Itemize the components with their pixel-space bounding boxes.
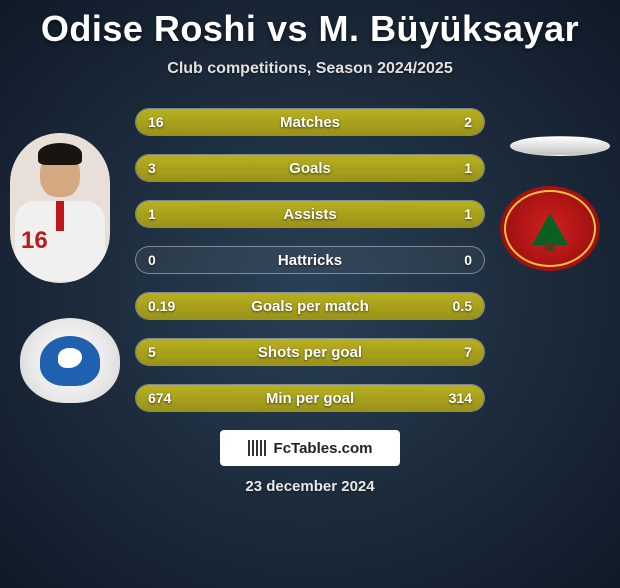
stat-value-right: 1	[464, 155, 472, 181]
date-line: 23 december 2024	[0, 478, 620, 495]
player-left-avatar: 16	[10, 133, 110, 283]
club-left-badge	[20, 318, 120, 403]
stat-value-right: 7	[464, 339, 472, 365]
stat-value-left: 16	[148, 109, 164, 135]
jersey-number: 16	[21, 227, 48, 255]
stat-row: Shots per goal5 7	[135, 338, 485, 366]
comparison-title: Odise Roshi vs M. Büyüksayar	[0, 8, 620, 50]
tree-icon	[532, 213, 568, 245]
stat-label: Min per goal	[136, 385, 484, 411]
stat-value-right: 1	[464, 201, 472, 227]
stat-row: Hattricks0 0	[135, 246, 485, 274]
stat-row: Matches16 2	[135, 108, 485, 136]
avatar-jersey: 16	[15, 201, 105, 281]
player-left-name: Odise Roshi	[41, 8, 257, 49]
stats-container: Matches162Goals31Assists11Hattricks00Goa…	[135, 108, 485, 412]
player-right-name: M. Büyüksayar	[319, 8, 580, 49]
stat-value-left: 674	[148, 385, 171, 411]
stat-value-left: 0	[148, 247, 156, 273]
stat-value-right: 314	[449, 385, 472, 411]
stat-label: Goals	[136, 155, 484, 181]
avatar-hair	[38, 143, 82, 165]
vs-separator: vs	[267, 8, 308, 49]
stat-row: Min per goal674 314	[135, 384, 485, 412]
stat-label: Assists	[136, 201, 484, 227]
stat-value-right: 2	[464, 109, 472, 135]
stat-value-right: 0	[464, 247, 472, 273]
eagle-icon	[40, 336, 100, 386]
stat-value-left: 5	[148, 339, 156, 365]
stat-value-left: 0.19	[148, 293, 175, 319]
subtitle: Club competitions, Season 2024/2025	[0, 60, 620, 78]
club-right-badge	[500, 186, 600, 271]
stat-label: Shots per goal	[136, 339, 484, 365]
stat-value-left: 3	[148, 155, 156, 181]
stat-value-left: 1	[148, 201, 156, 227]
fctables-badge[interactable]: FcTables.com	[220, 430, 400, 466]
player-right-flag	[510, 136, 610, 156]
stat-row: Assists1 1	[135, 200, 485, 228]
fctables-label: FcTables.com	[274, 440, 373, 457]
stat-value-right: 0.5	[453, 293, 472, 319]
avatar-head	[40, 149, 80, 197]
stat-row: Goals per match0.19 0.5	[135, 292, 485, 320]
stat-row: Goals3 1	[135, 154, 485, 182]
jersey-stripe	[56, 201, 64, 231]
stat-label: Hattricks	[136, 247, 484, 273]
stat-label: Goals per match	[136, 293, 484, 319]
stat-label: Matches	[136, 109, 484, 135]
